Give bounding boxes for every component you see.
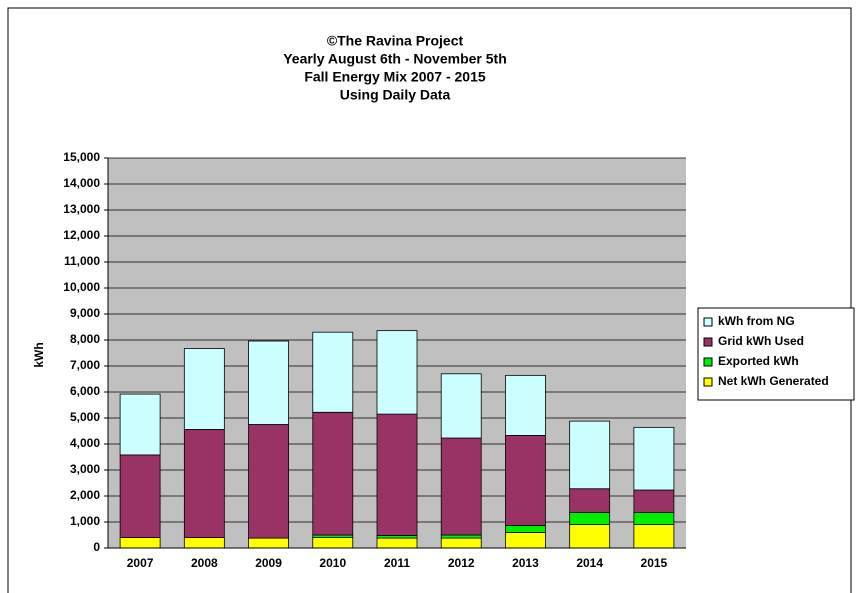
legend-swatch <box>703 357 713 367</box>
x-tick-label: 2007 <box>127 556 154 570</box>
y-tick-label: 14,000 <box>63 176 100 190</box>
y-tick-label: 13,000 <box>63 202 100 216</box>
bar-segment <box>312 411 354 536</box>
y-axis-label: kWh <box>32 342 46 367</box>
legend-box <box>697 307 855 401</box>
bar-segment <box>633 524 675 549</box>
bar-segment <box>440 373 482 439</box>
bar-segment <box>505 532 546 549</box>
bar-segment <box>376 330 418 415</box>
bar-segment <box>119 537 161 549</box>
chart-title: Yearly August 6th - November 5th <box>283 51 507 67</box>
y-tick-label: 4,000 <box>70 436 100 450</box>
bar-segment <box>505 435 546 526</box>
y-tick-label: 3,000 <box>70 462 100 476</box>
legend-swatch <box>703 377 713 387</box>
bar-segment <box>505 374 546 436</box>
bar-segment <box>569 524 611 549</box>
x-tick-label: 2008 <box>191 556 218 570</box>
bar-segment <box>633 426 675 491</box>
bar-segment <box>440 534 482 539</box>
y-tick-label: 7,000 <box>70 358 100 372</box>
bar-segment <box>440 537 482 549</box>
chart-title: Fall Energy Mix 2007 - 2015 <box>304 69 486 85</box>
y-tick-label: 9,000 <box>70 306 100 320</box>
x-tick-label: 2010 <box>319 556 346 570</box>
x-tick-label: 2009 <box>255 556 282 570</box>
legend-label: Exported kWh <box>718 354 799 368</box>
bar-segment <box>248 340 289 425</box>
bar-segment <box>376 537 418 549</box>
y-tick-label: 10,000 <box>63 280 100 294</box>
bar-segment <box>569 488 611 513</box>
y-tick-label: 5,000 <box>70 410 100 424</box>
y-tick-label: 6,000 <box>70 384 100 398</box>
bar-segment <box>569 420 611 490</box>
y-tick-label: 1,000 <box>70 514 100 528</box>
legend-swatch <box>703 337 713 347</box>
legend-swatch <box>703 317 713 327</box>
x-tick-label: 2012 <box>448 556 475 570</box>
bar-segment <box>119 393 161 456</box>
y-tick-label: 2,000 <box>70 488 100 502</box>
y-tick-label: 0 <box>93 540 100 554</box>
bar-segment <box>440 437 482 536</box>
chart-title: Using Daily Data <box>340 87 451 103</box>
chart-title: ©The Ravina Project <box>327 33 464 49</box>
bar-segment <box>633 511 675 526</box>
x-tick-label: 2011 <box>384 556 410 570</box>
bar-segment <box>633 489 675 513</box>
legend-label: Grid kWh Used <box>718 334 804 348</box>
bar-segment <box>119 454 161 539</box>
bar-segment <box>183 429 225 539</box>
legend-label: kWh from NG <box>718 314 795 328</box>
bar-segment <box>312 331 354 413</box>
y-tick-label: 15,000 <box>63 150 100 164</box>
bar-segment <box>183 537 225 549</box>
bar-segment <box>248 537 289 549</box>
bar-segment <box>312 537 354 549</box>
x-tick-label: 2015 <box>641 556 668 570</box>
y-tick-label: 8,000 <box>70 332 100 346</box>
x-tick-label: 2013 <box>512 556 539 570</box>
bar-segment <box>569 511 611 526</box>
bar-segment <box>183 348 225 430</box>
legend-label: Net kWh Generated <box>718 374 829 388</box>
bar-segment <box>505 524 546 533</box>
bar-segment <box>248 424 289 539</box>
y-tick-label: 12,000 <box>63 228 100 242</box>
x-tick-label: 2014 <box>576 556 603 570</box>
bar-segment <box>376 413 418 536</box>
y-tick-label: 11,000 <box>64 254 100 268</box>
